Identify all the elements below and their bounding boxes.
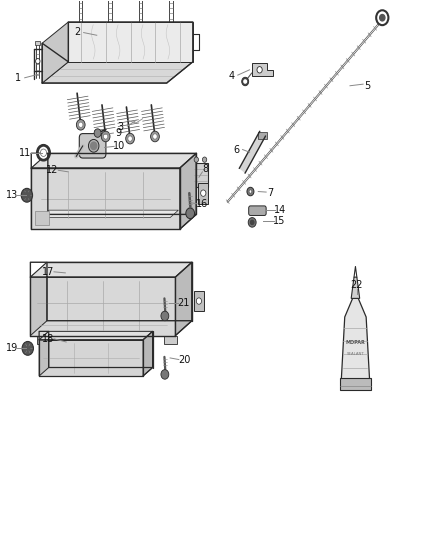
Circle shape bbox=[161, 311, 169, 321]
Text: 8: 8 bbox=[203, 164, 209, 174]
Polygon shape bbox=[39, 332, 49, 376]
Polygon shape bbox=[31, 154, 48, 229]
Text: 17: 17 bbox=[42, 267, 54, 277]
Circle shape bbox=[37, 146, 49, 160]
Text: MOPAR: MOPAR bbox=[346, 340, 365, 345]
FancyBboxPatch shape bbox=[79, 134, 106, 158]
Circle shape bbox=[76, 119, 85, 130]
Circle shape bbox=[40, 149, 46, 157]
Polygon shape bbox=[42, 22, 68, 83]
Circle shape bbox=[249, 190, 252, 193]
Polygon shape bbox=[143, 332, 152, 376]
Circle shape bbox=[194, 157, 198, 163]
Circle shape bbox=[103, 134, 108, 139]
Polygon shape bbox=[35, 211, 49, 225]
Polygon shape bbox=[68, 22, 193, 62]
Circle shape bbox=[128, 136, 132, 141]
Circle shape bbox=[202, 157, 207, 163]
Polygon shape bbox=[30, 277, 175, 336]
Text: 19: 19 bbox=[6, 343, 18, 353]
Circle shape bbox=[247, 187, 254, 196]
Polygon shape bbox=[31, 154, 196, 168]
Text: 12: 12 bbox=[46, 165, 58, 175]
Text: 10: 10 bbox=[113, 141, 126, 151]
Text: 4: 4 bbox=[229, 71, 235, 81]
Circle shape bbox=[201, 190, 206, 196]
Polygon shape bbox=[351, 277, 360, 298]
Text: 15: 15 bbox=[272, 216, 285, 227]
Text: 2: 2 bbox=[74, 27, 80, 37]
Polygon shape bbox=[39, 340, 143, 376]
Circle shape bbox=[251, 220, 254, 224]
Circle shape bbox=[22, 342, 33, 356]
Circle shape bbox=[380, 14, 385, 21]
Polygon shape bbox=[258, 132, 267, 139]
Circle shape bbox=[186, 208, 194, 219]
Circle shape bbox=[101, 131, 110, 142]
Polygon shape bbox=[239, 131, 265, 173]
FancyBboxPatch shape bbox=[249, 206, 266, 215]
Text: 3: 3 bbox=[118, 122, 124, 132]
Polygon shape bbox=[341, 298, 370, 381]
Text: 9: 9 bbox=[116, 127, 122, 138]
Circle shape bbox=[126, 133, 134, 144]
Polygon shape bbox=[175, 262, 192, 336]
Text: 11: 11 bbox=[18, 148, 31, 158]
Polygon shape bbox=[164, 336, 177, 344]
Text: 18: 18 bbox=[42, 334, 54, 344]
Circle shape bbox=[88, 140, 99, 152]
Polygon shape bbox=[252, 63, 273, 76]
Text: 5: 5 bbox=[364, 81, 371, 91]
Circle shape bbox=[196, 298, 201, 304]
Circle shape bbox=[153, 134, 157, 139]
Circle shape bbox=[21, 188, 32, 202]
Bar bbox=[35, 41, 40, 45]
Circle shape bbox=[94, 129, 101, 138]
Circle shape bbox=[161, 369, 169, 379]
Text: 16: 16 bbox=[196, 199, 208, 209]
Polygon shape bbox=[180, 154, 196, 229]
Circle shape bbox=[91, 142, 97, 150]
Text: 13: 13 bbox=[6, 190, 18, 200]
Polygon shape bbox=[30, 262, 192, 277]
Polygon shape bbox=[30, 262, 47, 336]
Text: 1: 1 bbox=[15, 73, 21, 83]
Text: 22: 22 bbox=[350, 280, 363, 290]
Polygon shape bbox=[42, 62, 193, 83]
Polygon shape bbox=[193, 163, 208, 187]
Polygon shape bbox=[39, 332, 152, 340]
Polygon shape bbox=[37, 336, 49, 344]
Circle shape bbox=[151, 131, 159, 142]
Circle shape bbox=[78, 122, 83, 127]
Circle shape bbox=[242, 77, 249, 86]
Polygon shape bbox=[340, 378, 371, 390]
Text: 14: 14 bbox=[274, 205, 286, 215]
Text: 6: 6 bbox=[233, 144, 240, 155]
Text: 21: 21 bbox=[177, 297, 189, 308]
Circle shape bbox=[244, 80, 247, 83]
Circle shape bbox=[35, 59, 40, 64]
Circle shape bbox=[257, 67, 262, 73]
Text: SEALANT: SEALANT bbox=[346, 352, 364, 356]
Polygon shape bbox=[194, 291, 204, 311]
Polygon shape bbox=[31, 168, 180, 229]
Text: 20: 20 bbox=[178, 354, 190, 365]
Circle shape bbox=[376, 10, 389, 25]
Polygon shape bbox=[41, 210, 178, 217]
Circle shape bbox=[248, 217, 256, 227]
Text: 7: 7 bbox=[267, 188, 274, 198]
Polygon shape bbox=[198, 182, 208, 204]
